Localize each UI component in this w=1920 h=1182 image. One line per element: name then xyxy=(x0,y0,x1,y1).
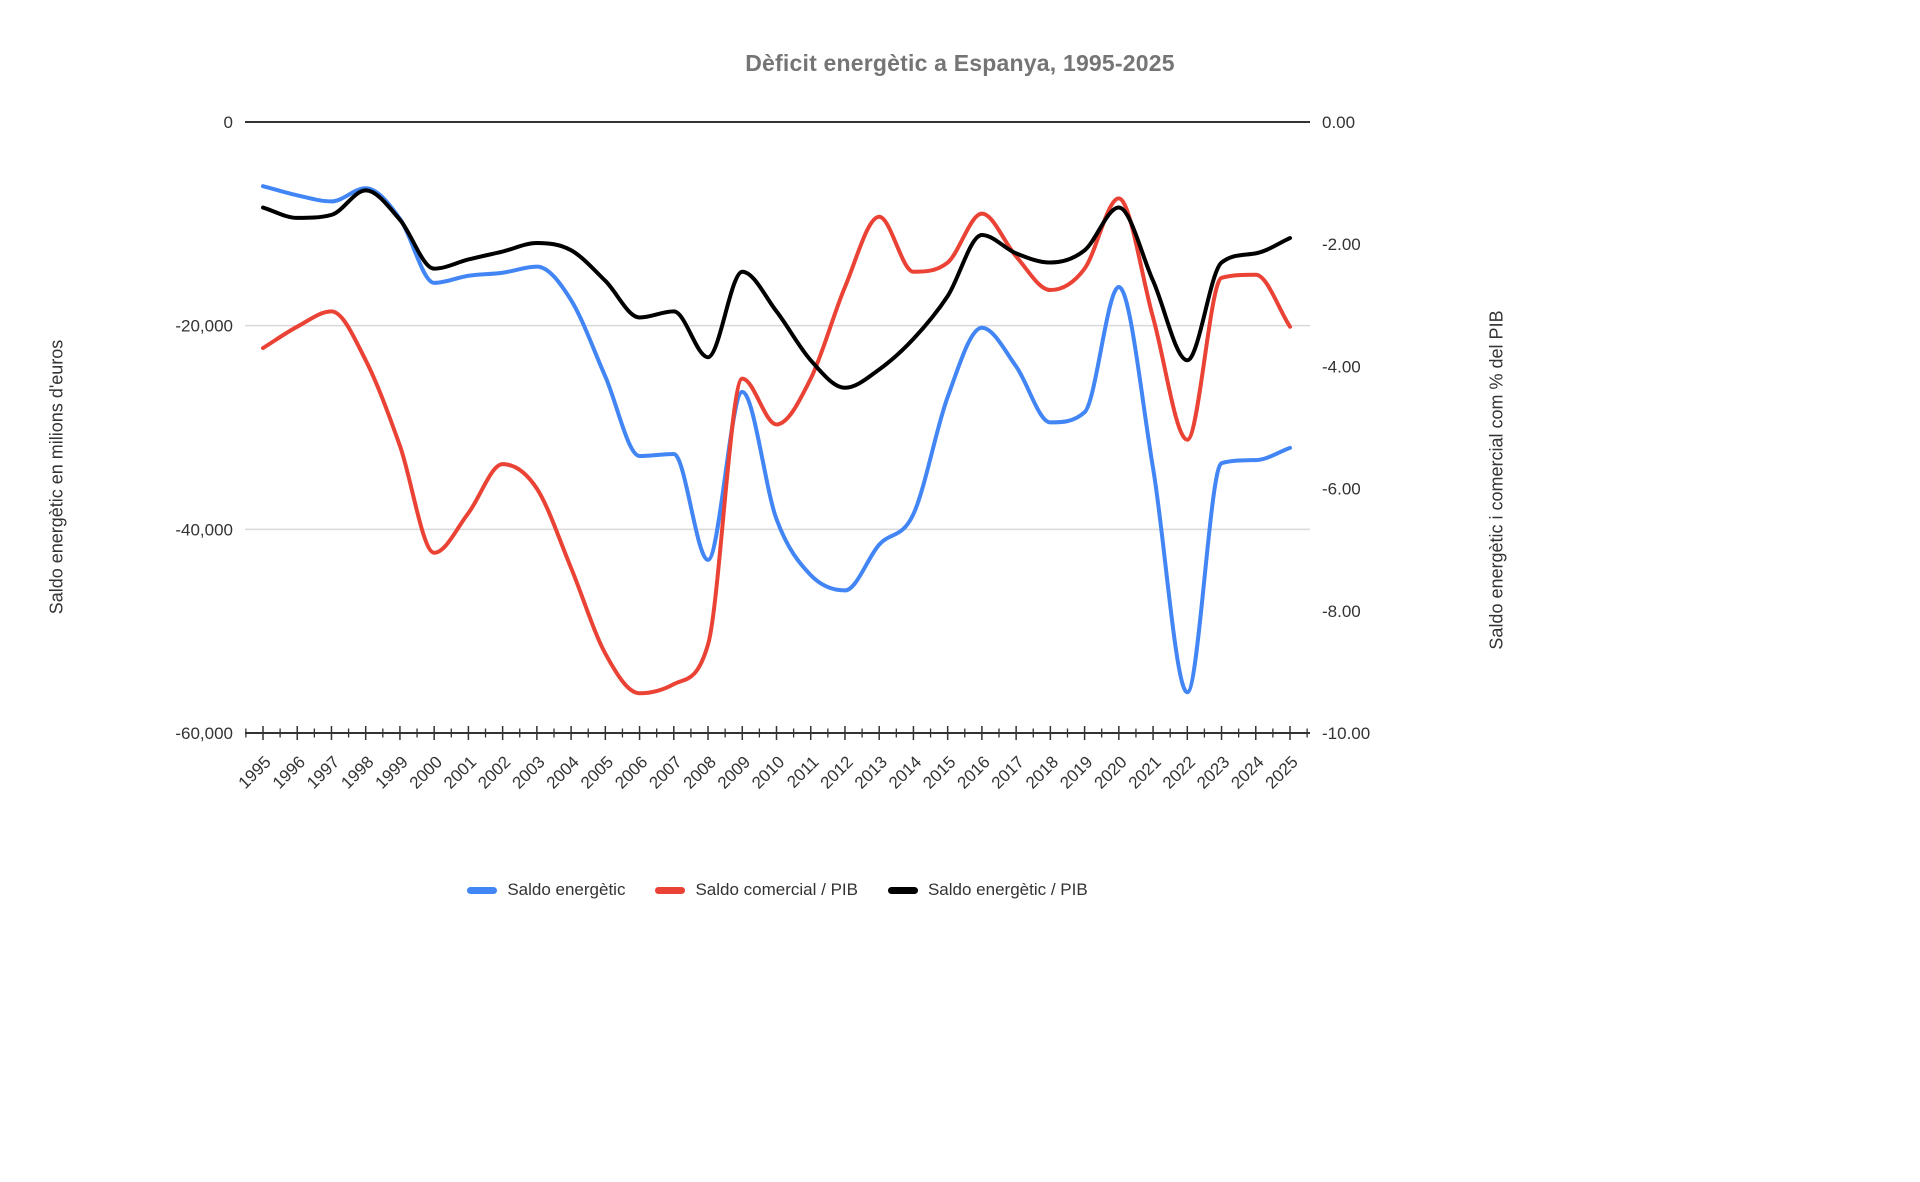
x-axis-year-label: 2008 xyxy=(680,752,720,792)
x-axis-year-label: 1995 xyxy=(235,752,275,792)
series-line-2 xyxy=(261,188,1292,390)
x-axis-year-label: 2000 xyxy=(406,752,446,792)
legend-label: Saldo energètic / PIB xyxy=(927,880,1088,899)
x-axis-year-label: 2002 xyxy=(474,752,514,792)
x-axis-year-label: 2025 xyxy=(1262,752,1302,792)
left-axis-tick-label: 0 xyxy=(224,113,233,132)
x-axis-year-label: 2005 xyxy=(577,752,617,792)
left-axis-tick-label: -60,000 xyxy=(175,724,233,743)
right-axis-tick-label: -4.00 xyxy=(1322,357,1361,376)
x-axis-year-label: 2004 xyxy=(543,752,583,792)
x-axis-year-label: 2023 xyxy=(1193,752,1233,792)
legend-item-saldo-energetic: Saldo energètic xyxy=(467,880,625,900)
x-axis-year-label: 2003 xyxy=(509,752,549,792)
series-line-1 xyxy=(261,196,1292,696)
x-axis-year-label: 2022 xyxy=(1159,752,1199,792)
left-axis-tick-label: -20,000 xyxy=(175,317,233,336)
x-axis-year-label: 2018 xyxy=(1022,752,1062,792)
legend-swatch-red xyxy=(655,886,686,894)
x-axis-year-label: 2013 xyxy=(851,752,891,792)
x-axis-year-label: 2007 xyxy=(645,752,685,792)
right-axis-tick-label: -8.00 xyxy=(1322,602,1361,621)
x-axis-year-label: 2001 xyxy=(440,752,480,792)
x-axis-year-label: 2020 xyxy=(1090,752,1130,792)
right-axis-tick-label: -6.00 xyxy=(1322,480,1361,499)
x-axis-year-label: 2012 xyxy=(817,752,857,792)
right-axis-tick-label: -2.00 xyxy=(1322,235,1361,254)
legend-item-saldo-energetic-pib: Saldo energètic / PIB xyxy=(887,880,1088,900)
left-axis-tick-label: -40,000 xyxy=(175,520,233,539)
x-axis-year-label: 2010 xyxy=(748,752,788,792)
x-axis-year-label: 2006 xyxy=(611,752,651,792)
series-line-0 xyxy=(261,184,1292,695)
x-axis-year-label: 1998 xyxy=(337,752,377,792)
legend-swatch-black xyxy=(887,886,918,894)
x-axis-year-label: 1997 xyxy=(303,752,343,792)
x-axis-year-label: 2015 xyxy=(919,752,959,792)
x-axis-year-label: 1999 xyxy=(372,752,412,792)
right-axis-tick-label: 0.00 xyxy=(1322,113,1355,132)
chart-title: Dèficit energètic a Espanya, 1995-2025 xyxy=(745,50,1175,76)
right-axis-tick-label: -10.00 xyxy=(1322,724,1370,743)
legend-swatch-blue xyxy=(467,886,498,894)
x-axis xyxy=(245,726,1310,740)
x-axis-year-label: 2009 xyxy=(714,752,754,792)
legend-label: Saldo comercial / PIB xyxy=(695,880,858,899)
x-axis-year-label: 1996 xyxy=(269,752,309,792)
x-axis-year-label: 2021 xyxy=(1125,752,1165,792)
legend-label: Saldo energètic xyxy=(507,880,626,899)
x-axis-year-label: 2017 xyxy=(988,752,1028,792)
x-axis-year-label: 2016 xyxy=(954,752,994,792)
legend-item-saldo-comercial-pib: Saldo comercial / PIB xyxy=(655,880,858,900)
x-axis-year-label: 2024 xyxy=(1227,752,1267,792)
legend: Saldo energètic Saldo comercial / PIB Sa… xyxy=(245,880,1310,900)
x-axis-year-label: 2011 xyxy=(783,752,822,791)
x-axis-year-label: 2019 xyxy=(1056,752,1096,792)
x-axis-year-label: 2014 xyxy=(885,752,925,792)
